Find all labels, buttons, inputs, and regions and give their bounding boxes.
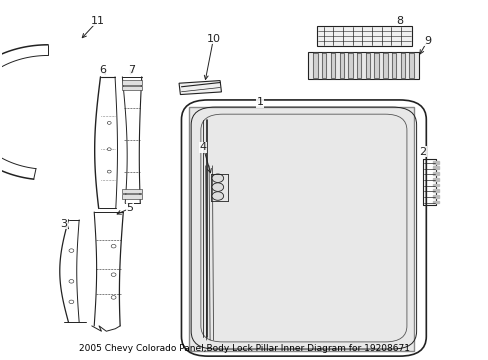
Circle shape: [107, 121, 111, 124]
Text: 2: 2: [419, 147, 426, 157]
Polygon shape: [432, 172, 438, 175]
Circle shape: [107, 170, 111, 173]
Bar: [122, 189, 142, 193]
Text: 2005 Chevy Colorado Panel,Body Lock Pillar Inner Diagram for 19208671: 2005 Chevy Colorado Panel,Body Lock Pill…: [79, 343, 409, 352]
Text: 6: 6: [99, 66, 106, 75]
Text: 7: 7: [128, 66, 135, 75]
Circle shape: [111, 296, 116, 299]
Bar: [122, 86, 142, 90]
Text: 4: 4: [199, 142, 206, 152]
Circle shape: [69, 300, 74, 303]
Bar: [188, 107, 413, 351]
Polygon shape: [322, 53, 326, 78]
Polygon shape: [432, 178, 438, 181]
Polygon shape: [432, 166, 438, 169]
Bar: [122, 194, 142, 198]
Text: 10: 10: [206, 34, 220, 44]
Text: 11: 11: [91, 15, 105, 26]
Polygon shape: [432, 195, 438, 198]
Bar: [307, 52, 418, 78]
Polygon shape: [374, 53, 378, 78]
Circle shape: [212, 192, 223, 200]
Polygon shape: [432, 189, 438, 192]
Bar: [122, 80, 142, 85]
Circle shape: [212, 174, 223, 183]
Bar: [179, 81, 221, 95]
Polygon shape: [408, 53, 413, 78]
Polygon shape: [432, 201, 438, 203]
Polygon shape: [383, 53, 386, 78]
Circle shape: [111, 273, 116, 276]
Polygon shape: [365, 53, 369, 78]
Polygon shape: [347, 53, 352, 78]
Polygon shape: [313, 53, 317, 78]
Polygon shape: [432, 161, 438, 164]
Circle shape: [111, 244, 116, 248]
Bar: [317, 26, 411, 46]
Polygon shape: [391, 53, 395, 78]
Text: 3: 3: [61, 219, 67, 229]
Text: 1: 1: [256, 98, 263, 107]
Polygon shape: [432, 184, 438, 186]
Polygon shape: [356, 53, 361, 78]
Polygon shape: [400, 53, 404, 78]
Text: 8: 8: [395, 15, 403, 26]
Polygon shape: [330, 53, 334, 78]
Circle shape: [69, 249, 74, 252]
Text: 9: 9: [423, 36, 430, 45]
Circle shape: [69, 280, 74, 283]
Text: 5: 5: [126, 203, 133, 213]
Circle shape: [107, 148, 111, 150]
Polygon shape: [339, 53, 343, 78]
Circle shape: [212, 183, 223, 192]
